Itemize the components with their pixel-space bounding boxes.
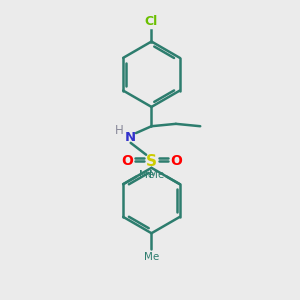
Text: Me: Me bbox=[144, 252, 159, 262]
Text: Me: Me bbox=[139, 170, 154, 180]
Text: N: N bbox=[125, 131, 136, 144]
Text: S: S bbox=[146, 154, 157, 169]
Text: Me: Me bbox=[149, 170, 164, 180]
Text: H: H bbox=[115, 124, 124, 137]
Text: Cl: Cl bbox=[145, 15, 158, 28]
Text: O: O bbox=[121, 154, 133, 168]
Text: O: O bbox=[170, 154, 182, 168]
